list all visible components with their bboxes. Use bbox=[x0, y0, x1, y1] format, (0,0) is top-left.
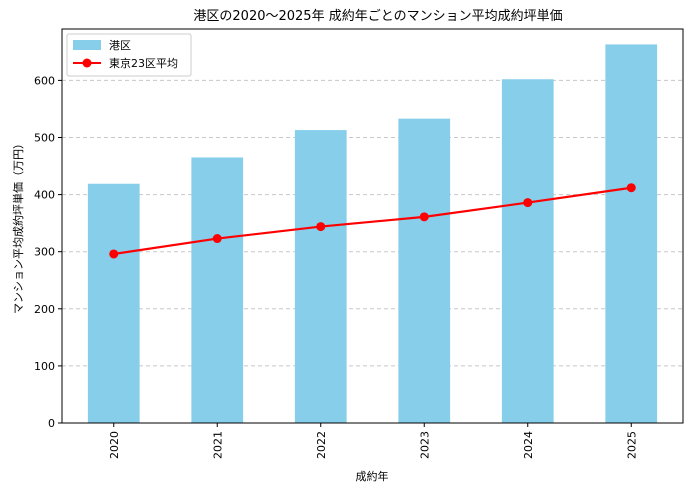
y-tick-label: 200 bbox=[34, 303, 55, 316]
x-tick-label: 2025 bbox=[625, 431, 638, 459]
line-point-2025 bbox=[626, 183, 636, 193]
line-layer bbox=[109, 183, 636, 259]
legend: 港区 東京23区平均 bbox=[66, 33, 192, 77]
bar-2021 bbox=[191, 157, 244, 423]
y-axis-label: マンション平均成約坪単価（万円） bbox=[11, 138, 25, 314]
y-tick-label: 400 bbox=[34, 189, 55, 202]
bar-2020 bbox=[87, 183, 140, 423]
bar-layer bbox=[87, 44, 658, 424]
x-tick-label: 2021 bbox=[211, 431, 224, 459]
axis-layer: 0 100 200 300 400 500 600 2020 2021 2022 2023 2024 2… bbox=[34, 74, 638, 459]
bar-2022 bbox=[294, 130, 347, 423]
y-tick-label: 100 bbox=[34, 360, 55, 373]
legend-label-bar: 港区 bbox=[109, 39, 131, 52]
legend-swatch-marker bbox=[82, 58, 92, 68]
line-point-2020 bbox=[109, 249, 119, 259]
bar-2024 bbox=[501, 79, 554, 424]
line-point-2021 bbox=[212, 234, 222, 244]
x-tick-label: 2022 bbox=[315, 431, 328, 459]
y-tick-label: 300 bbox=[34, 246, 55, 259]
y-tick-label: 500 bbox=[34, 131, 55, 144]
line-point-2022 bbox=[316, 222, 326, 232]
series-line-tokyo23 bbox=[113, 186, 632, 256]
legend-swatch-bar bbox=[73, 40, 101, 50]
chart-title: 港区の2020〜2025年 成約年ごとのマンション平均成約坪単価 bbox=[193, 8, 562, 24]
x-tick-label: 2023 bbox=[418, 431, 431, 459]
x-axis-label: 成約年 bbox=[356, 469, 389, 483]
bar-2023 bbox=[398, 118, 451, 423]
bar-2025 bbox=[605, 44, 658, 424]
line-point-2023 bbox=[419, 212, 429, 222]
y-tick-label: 0 bbox=[48, 417, 55, 430]
legend-label-line: 東京23区平均 bbox=[109, 56, 178, 70]
line-point-2024 bbox=[523, 198, 533, 208]
x-tick-label: 2024 bbox=[522, 431, 535, 459]
grid-layer bbox=[62, 79, 683, 424]
x-tick-label: 2020 bbox=[108, 431, 121, 459]
y-tick-label: 600 bbox=[34, 74, 55, 87]
plot-frame bbox=[61, 28, 684, 424]
